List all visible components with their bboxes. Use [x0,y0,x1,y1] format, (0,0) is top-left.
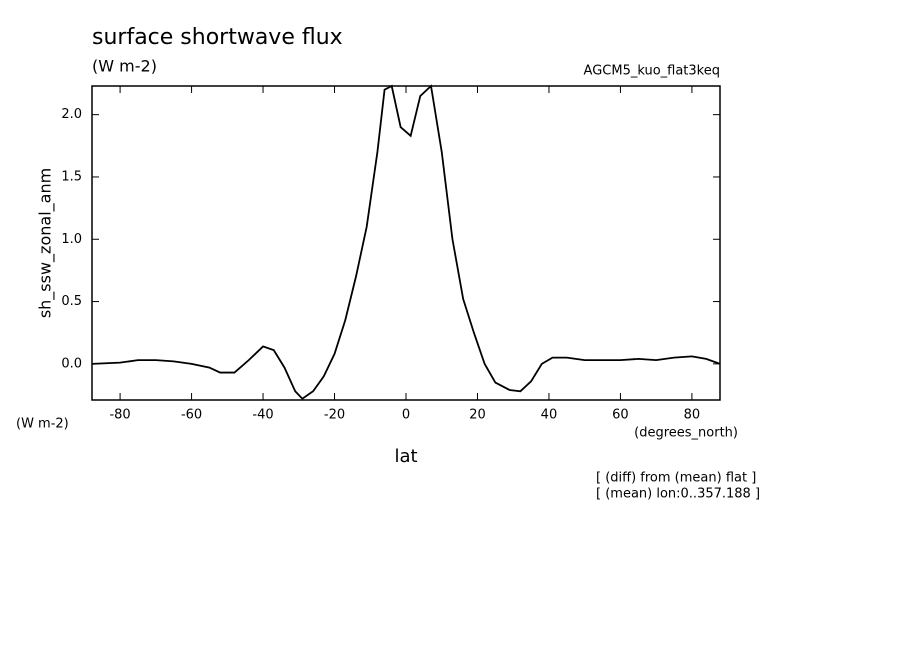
y-tick-label: 0.0 [61,356,82,371]
note: [ (diff) from (mean) flat ] [596,471,756,486]
chart-title: surface shortwave flux [92,25,343,50]
note: [ (mean) lon:0..357.188 ] [596,487,760,502]
x-tick-label: 0 [402,408,410,423]
x-unit: (degrees_north) [634,426,738,441]
y-axis-label: sh_ssw_zonal_anm [36,168,56,318]
x-tick-label: 40 [541,408,558,423]
x-tick-label: -60 [181,408,202,423]
plot-frame [91,85,721,401]
x-tick-label: -80 [109,408,130,423]
x-tick-label: -40 [252,408,273,423]
data-line [91,84,721,400]
y-unit: (W m-2) [16,417,69,432]
x-tick-label: -20 [324,408,345,423]
x-axis-label: lat [394,446,417,467]
y-tick-label: 1.0 [61,232,82,247]
x-tick-label: 60 [612,408,629,423]
y-tick-label: 0.5 [61,294,82,309]
chart-subtitle: (W m-2) [92,57,157,76]
y-tick-label: 1.5 [61,169,82,184]
y-tick-label: 2.0 [61,107,82,122]
x-tick-label: 80 [684,408,701,423]
run-label: AGCM5_kuo_flat3keq [584,64,720,79]
x-tick-label: 20 [469,408,486,423]
